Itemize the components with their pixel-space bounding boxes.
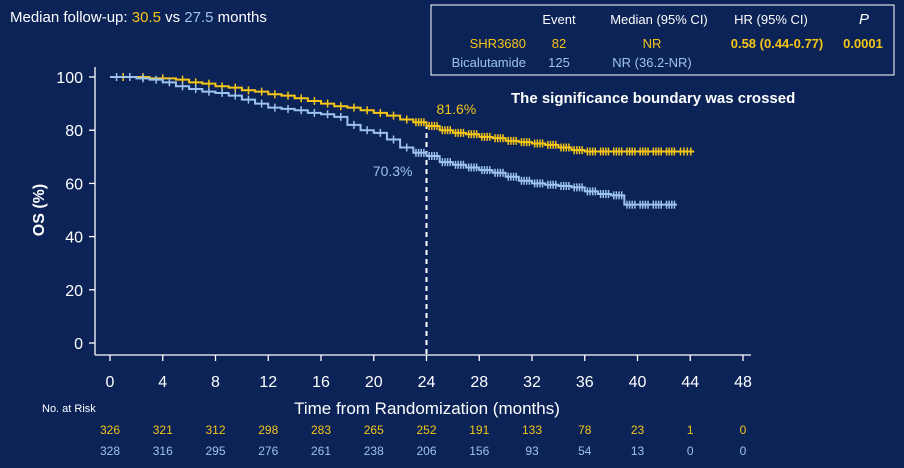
significance-annotation: The significance boundary was crossed [511,90,795,107]
risk-shr-value: 265 [364,423,384,437]
risk-bic-value: 93 [525,444,539,458]
x-tick-label: 40 [629,374,647,391]
x-tick-label: 16 [312,374,330,391]
summary-box [430,4,895,76]
risk-shr-value: 298 [258,423,278,437]
y-tick-label: 100 [56,70,83,87]
x-tick-label: 48 [734,374,752,391]
col-header-p: P [859,11,869,28]
risk-bic-value: 156 [469,444,489,458]
row-bic-event: 125 [548,55,570,70]
risk-bic-value: 316 [153,444,173,458]
risk-bic-value: 13 [631,444,645,458]
risk-shr-value: 1 [687,423,694,437]
row-bic-median: NR (36.2-NR) [612,55,691,70]
risk-shr-value: 326 [100,423,120,437]
risk-bic-value: 0 [740,444,747,458]
y-tick-label: 0 [74,336,83,353]
col-header-hr: HR (95% CI) [734,12,808,27]
risk-bic-value: 54 [578,444,592,458]
row-shr-event: 82 [552,36,566,51]
x-tick-label: 12 [259,374,277,391]
risk-shr-value: 0 [740,423,747,437]
follow-up-title: Median follow-up: 30.5 vs 27.5 months [10,9,267,26]
risk-bic-value: 0 [687,444,694,458]
follow-up-shr: 30.5 [131,9,161,26]
y-tick-label: 60 [65,176,83,193]
x-axis-title: Time from Randomization (months) [294,399,560,418]
risk-bic-value: 276 [258,444,278,458]
x-tick-label: 44 [681,374,699,391]
x-tick-label: 28 [470,374,488,391]
row-shr-median: NR [643,36,662,51]
row-shr-hr: 0.58 (0.44-0.77) [731,36,824,51]
y-tick-label: 20 [65,283,83,300]
col-header-event: Event [542,12,576,27]
risk-shr-value: 321 [153,423,173,437]
risk-bic-value: 206 [416,444,436,458]
x-tick-label: 32 [523,374,541,391]
risk-shr-value: 191 [469,423,489,437]
x-tick-label: 24 [418,374,436,391]
censor-marks-bicalutamide [115,73,676,209]
risk-bic-value: 238 [364,444,384,458]
risk-bic-value: 295 [205,444,225,458]
y-tick-label: 80 [65,123,83,140]
y-tick-label: 40 [65,230,83,247]
risk-shr-value: 78 [578,423,592,437]
row-shr-p: 0.0001 [843,36,883,51]
x-tick-label: 4 [158,374,167,391]
risk-shr-value: 23 [631,423,645,437]
risk-bic-value: 328 [100,444,120,458]
follow-up-bic: 27.5 [184,9,214,26]
risk-shr-value: 283 [311,423,331,437]
point-label-bicalutamide: 70.3% [373,163,413,179]
x-tick-label: 8 [211,374,220,391]
censor-marks-shr3680 [122,73,692,156]
x-tick-label: 36 [576,374,594,391]
x-tick-label: 20 [365,374,383,391]
x-tick-label: 0 [106,374,115,391]
row-bic-name: Bicalutamide [452,55,526,70]
follow-up-prefix: Median follow-up: [10,9,128,26]
risk-shr-value: 252 [416,423,436,437]
y-axis-title: OS (%) [31,184,48,236]
risk-shr-value: 133 [522,423,542,437]
follow-up-suffix: months [217,9,267,26]
risk-shr-value: 312 [205,423,225,437]
risk-bic-value: 261 [311,444,331,458]
col-header-median: Median (95% CI) [610,12,708,27]
point-label-shr3680: 81.6% [437,101,477,117]
risk-table-label: No. at Risk [42,403,96,415]
row-shr-name: SHR3680 [470,36,526,51]
follow-up-vs: vs [165,9,181,26]
